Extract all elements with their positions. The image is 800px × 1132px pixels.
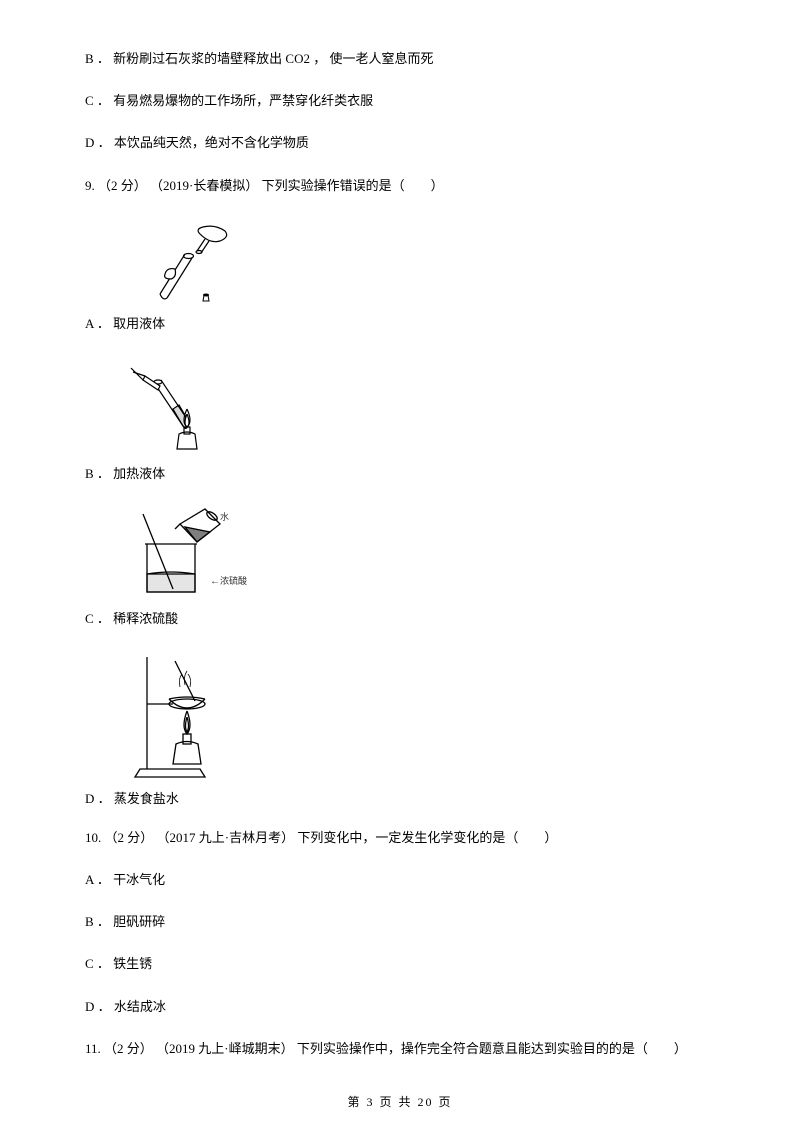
q9-option-c-figure: 水 ←浓硫酸 bbox=[125, 504, 285, 604]
page-footer: 第 3 页 共 20 页 bbox=[0, 1093, 800, 1110]
q9-c-prefix: C ． bbox=[85, 611, 110, 626]
q9-d-label: 蒸发食盐水 bbox=[114, 791, 179, 806]
q10-option-c: C ． 铁生锈 bbox=[85, 955, 715, 973]
q9-a-prefix: A ． bbox=[85, 316, 110, 331]
q9-option-b-figure bbox=[125, 354, 715, 459]
q9-c-label: 稀释浓硫酸 bbox=[113, 611, 178, 626]
q9-option-a-figure bbox=[125, 219, 715, 309]
q10-option-d: D ． 水结成冰 bbox=[85, 998, 715, 1016]
q9-d-prefix: D ． bbox=[85, 791, 111, 806]
option-b-text: B ． 新粉刷过石灰浆的墙壁释放出 CO2 ， 使一老人窒息而死 bbox=[85, 50, 715, 68]
q10-stem: 10. （2 分） （2017 九上·吉林月考） 下列变化中，一定发生化学变化的… bbox=[85, 829, 715, 847]
q9-option-a: A ． 取用液体 bbox=[85, 313, 715, 336]
q9-stem: 9. （2 分） （2019·长春模拟） 下列实验操作错误的是（ ） bbox=[85, 177, 715, 195]
q9-a-label: 取用液体 bbox=[113, 316, 165, 331]
q10-option-b: B ． 胆矾研碎 bbox=[85, 913, 715, 931]
q9-option-d: D ． 蒸发食盐水 bbox=[85, 788, 715, 811]
q9-option-b: B ． 加热液体 bbox=[85, 463, 715, 486]
q9-b-prefix: B ． bbox=[85, 466, 110, 481]
option-c-text: C ． 有易燃易爆物的工作场所，严禁穿化纤类衣服 bbox=[85, 92, 715, 110]
q9-c-annot-acid: ←浓硫酸 bbox=[210, 574, 247, 587]
q10-option-a: A ． 干冰气化 bbox=[85, 871, 715, 889]
option-d-text: D ． 本饮品纯天然，绝对不含化学物质 bbox=[85, 134, 715, 152]
q9-c-annot-water: 水 bbox=[220, 510, 229, 523]
q11-stem: 11. （2 分） （2019 九上·峄城期末） 下列实验操作中，操作完全符合题… bbox=[85, 1040, 715, 1058]
q9-b-label: 加热液体 bbox=[113, 466, 165, 481]
q9-option-d-figure bbox=[125, 649, 715, 784]
q9-option-c: C ． 稀释浓硫酸 bbox=[85, 608, 715, 631]
